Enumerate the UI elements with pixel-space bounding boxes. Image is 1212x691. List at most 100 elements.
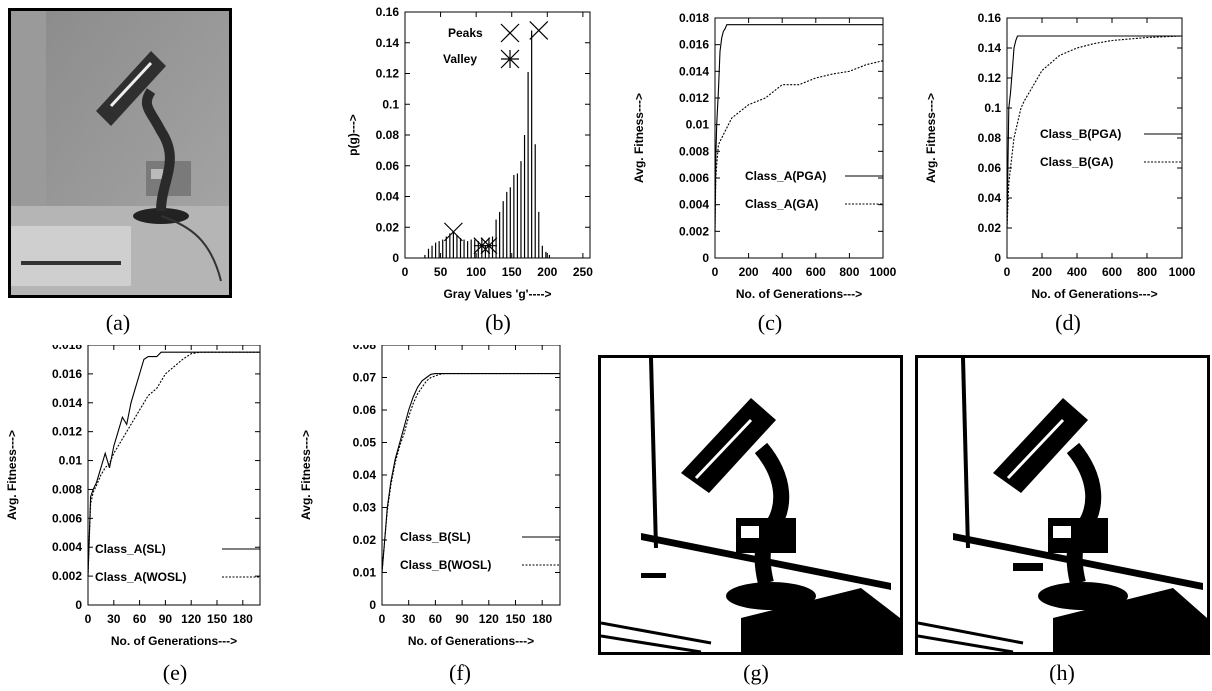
fitness-class-b-pga-chart: 0 0.02 0.04 0.06 0.08 0.1 0.12 0.14 0.16 0 200 400 6… [925,11,1196,301]
x-axis-label: No. of Generations---> [736,287,862,301]
series-line [1006,35,1182,229]
y-tick-label: 0.014 [679,64,709,78]
y-tick-label: 0.16 [978,11,1002,25]
legend-peak-marker [500,23,520,43]
legend-label: Class_B(PGA) [1040,127,1121,141]
x-tick-label: 30 [402,612,416,626]
legend-label: Class_A(WOSL) [95,570,186,584]
y-tick-label: 0.08 [978,131,1002,145]
y-axis-label: Avg. Fitness---> [925,93,938,183]
x-tick-label: 400 [1067,265,1087,279]
series-line [1006,35,1183,229]
x-tick-label: 400 [772,265,792,279]
y-tick-label: 0.004 [52,540,82,554]
series-line [381,373,560,573]
x-tick-label: 180 [233,612,253,626]
legend-label: Peaks [448,26,483,40]
x-axis-label: No. of Generations---> [1031,287,1157,301]
legend-label: Class_A(SL) [95,542,166,556]
x-tick-label: 800 [839,265,859,279]
y-tick-label: 0.01 [686,118,710,132]
caption-b: (b) [485,310,511,335]
plot-frame [714,17,884,259]
y-tick-label: 0.1 [984,101,1001,115]
caption-a: (a) [105,310,131,335]
histogram-chart: 0 0.02 0.04 0.06 0.08 0.1 0.12 0.14 0.16 0 50 100 15… [346,5,593,301]
x-tick-label: 100 [466,265,486,279]
y-tick-label: 0.07 [353,371,377,385]
x-tick-label: 800 [1137,265,1157,279]
x-tick-label: 50 [434,265,448,279]
x-tick-label: 200 [739,265,759,279]
series-line [87,351,260,577]
x-tick-label: 60 [429,612,443,626]
y-tick-label: 0.05 [353,436,377,450]
caption-h: (h) [1049,660,1075,685]
y-tick-label: 0.012 [52,425,82,439]
x-tick-label: 90 [455,612,469,626]
x-tick-label: 150 [207,612,227,626]
y-tick-label: 0.04 [353,468,377,482]
x-tick-label: 600 [806,265,826,279]
y-tick-label: 0.12 [376,67,400,81]
segmented-image-h [915,355,1210,655]
y-tick-label: 0.02 [376,220,400,234]
y-tick-label: 0 [75,598,82,612]
series-line [87,351,260,577]
x-tick-label: 150 [505,612,525,626]
x-tick-label: 200 [537,265,557,279]
x-tick-label: 250 [573,265,593,279]
y-tick-label: 0.002 [52,569,82,583]
x-axis-label: No. of Generations---> [408,634,534,648]
x-tick-label: 600 [1102,265,1122,279]
x-tick-label: 60 [133,612,147,626]
y-tick-label: 0.08 [353,345,377,352]
legend-label: Class_B(GA) [1040,155,1113,169]
fitness-class-a-pga-chart: 0 0.002 0.004 0.006 0.008 0.01 0.012 0.014 0.016… [632,11,897,301]
segmented-image-g [598,355,903,655]
caption-d: (d) [1055,310,1081,335]
x-axis-label: Gray Values 'g'----> [443,287,551,301]
series-line [714,60,884,232]
legend-label: Valley [443,52,477,66]
y-tick-label: 0.006 [52,511,82,525]
y-tick-label: 0.006 [679,171,709,185]
y-axis-label: p(g)---> [346,114,360,156]
y-tick-label: 0.06 [376,159,400,173]
y-tick-label: 0 [994,251,1001,265]
y-tick-label: 0.06 [978,161,1002,175]
peak-marker [443,222,463,242]
y-axis-label: Avg. Fitness---> [300,430,313,520]
y-tick-label: 0.008 [679,144,709,158]
y-tick-label: 0.002 [679,224,709,238]
y-tick-label: 0.014 [52,396,82,410]
caption-f: (f) [449,660,471,685]
x-tick-label: 1000 [870,265,897,279]
x-tick-label: 180 [532,612,552,626]
plot-frame [404,11,591,259]
y-tick-label: 0.12 [978,71,1002,85]
x-tick-label: 30 [107,612,121,626]
legend-label: Class_A(GA) [745,197,818,211]
y-tick-label: 0 [369,598,376,612]
segmented-lamp-h [917,357,1207,654]
x-tick-label: 150 [502,265,522,279]
legend-label: Class_B(WOSL) [400,558,491,572]
y-tick-label: 0.16 [376,5,400,19]
caption-e: (e) [162,660,188,685]
photo-a-frame [8,8,232,298]
segmented-lamp-g [600,357,900,654]
fitness-class-b-sl-chart: 0 0.01 0.02 0.03 0.04 0.05 0.06 0.07 0.08 0 30 60 90… [300,345,561,648]
series-line [714,24,883,232]
y-tick-label: 0.06 [353,403,377,417]
lamp-photo [11,11,229,295]
legend-label: Class_A(PGA) [745,169,826,183]
caption-c: (c) [757,310,783,335]
y-tick-label: 0.02 [353,533,377,547]
y-tick-label: 0.04 [376,190,400,204]
x-tick-label: 1000 [1169,265,1196,279]
y-tick-label: 0.14 [978,41,1002,55]
y-tick-label: 0.018 [679,11,709,25]
y-tick-label: 0 [702,251,709,265]
peak-marker [529,21,549,40]
